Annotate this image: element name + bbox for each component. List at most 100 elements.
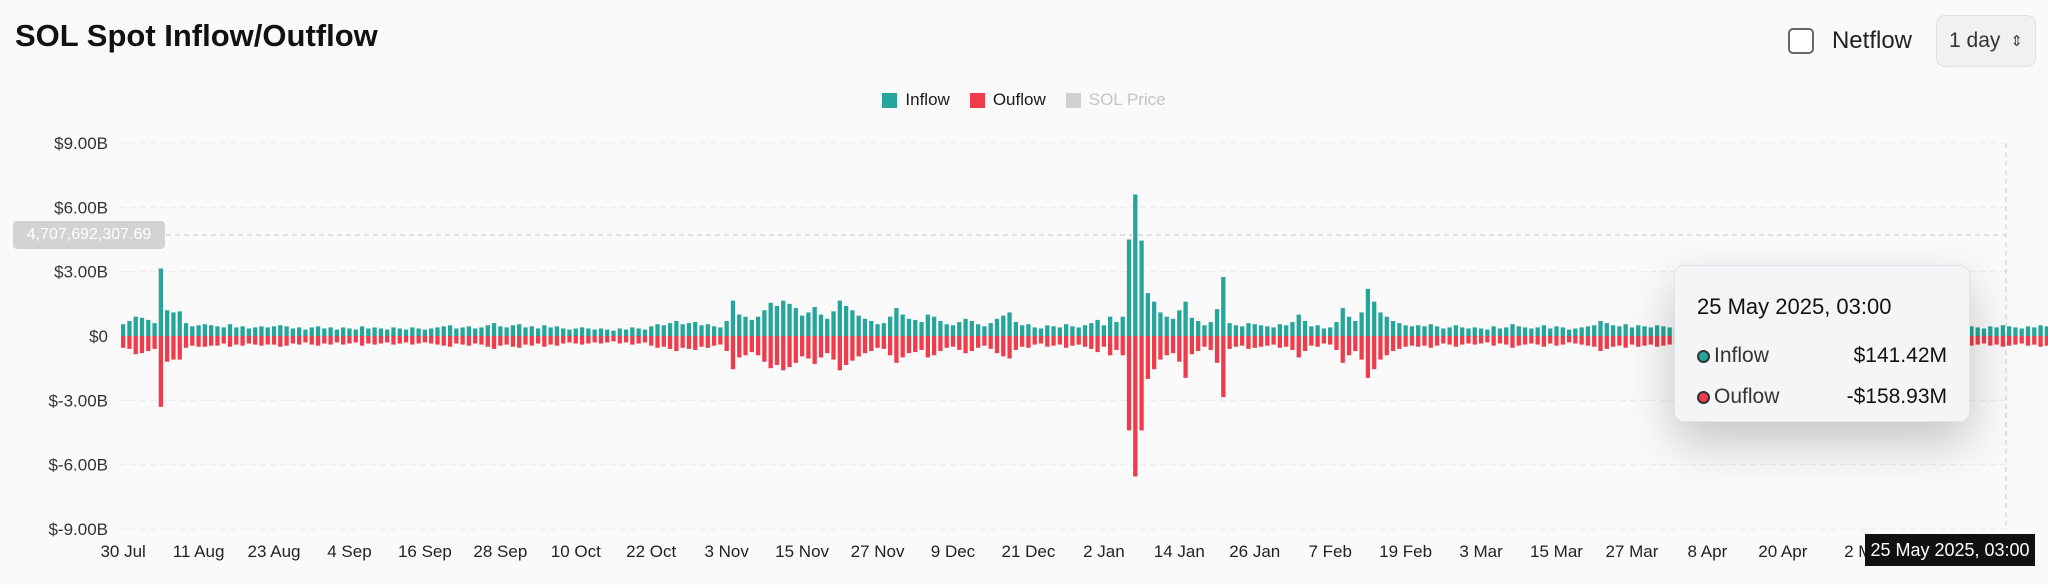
inflow-bar [1258, 325, 1264, 336]
inflow-bar [523, 327, 528, 336]
inflow-bar [1038, 328, 1044, 336]
inflow-bar [309, 327, 314, 336]
outflow-bar [975, 336, 981, 348]
inflow-bar [1472, 327, 1477, 336]
interval-value: 1 day [1949, 29, 2001, 52]
outflow-bar [642, 336, 648, 343]
inflow-bar [347, 328, 352, 336]
legend-item-sol-price[interactable]: SOL Price [1065, 90, 1166, 110]
outflow-bar [265, 336, 270, 345]
inflow-bar [825, 318, 830, 336]
outflow-bar [171, 336, 176, 360]
outflow-bar [843, 336, 849, 365]
inflow-bar [1604, 323, 1609, 336]
outflow-bar [931, 336, 937, 356]
inflow-bar [1302, 320, 1308, 336]
inflow-bar [2019, 328, 2024, 336]
outflow-bar [246, 336, 252, 344]
inflow-bar [171, 312, 176, 336]
outflow-bar [240, 336, 245, 346]
inflow-bar [875, 324, 880, 336]
x-tick-label: 30 Jul [100, 542, 145, 561]
legend-item-inflow[interactable]: Inflow [882, 90, 950, 110]
outflow-bar [1177, 336, 1182, 362]
inflow-bar [730, 300, 736, 336]
inflow-bar [517, 324, 522, 336]
inflow-bar [246, 328, 252, 336]
inflow-bar [152, 323, 157, 336]
outflow-bar [730, 336, 736, 370]
outflow-bar [711, 336, 717, 346]
interval-select[interactable]: 1 day ⇕ [1936, 15, 2036, 67]
outflow-bar [548, 336, 553, 345]
inflow-bar [1221, 277, 1226, 336]
outflow-bar [334, 336, 340, 343]
inflow-bar [718, 327, 723, 336]
inflow-bar [686, 323, 692, 336]
outflow-bar [1384, 336, 1389, 356]
inflow-bar [799, 315, 805, 336]
outflow-bar [1529, 336, 1534, 344]
inflow-bar [454, 328, 459, 336]
outflow-bar [1397, 336, 1402, 349]
outflow-bar [315, 336, 321, 346]
outflow-bar [1516, 336, 1521, 346]
inflow-bar [290, 328, 296, 336]
inflow-bar [1328, 327, 1333, 336]
inflow-bar [2000, 325, 2005, 336]
outflow-bar [127, 336, 132, 349]
y-tick-label: $-3.00B [48, 391, 108, 410]
inflow-bar [1497, 328, 1503, 336]
inflow-bar [1013, 322, 1018, 336]
tooltip-value-outflow: -$158.93M [1846, 385, 1947, 408]
inflow-bar [133, 316, 138, 336]
inflow-bar [812, 307, 817, 336]
outflow-bar [227, 336, 233, 347]
y-tick-label: $3.00B [54, 263, 108, 282]
tooltip-name-inflow: Inflow [1714, 344, 1769, 367]
outflow-bar [1026, 336, 1031, 348]
outflow-bar [781, 336, 786, 371]
outflow-bar [435, 336, 440, 345]
inflow-bar [1598, 320, 1603, 336]
outflow-bar [121, 336, 126, 348]
legend-swatch-inflow [882, 92, 898, 108]
legend-label-inflow: Inflow [905, 90, 950, 109]
outflow-bar [378, 336, 384, 344]
outflow-bar [1453, 336, 1459, 347]
inflow-bar [1453, 325, 1459, 336]
outflow-bar [737, 336, 742, 358]
outflow-bar [1315, 336, 1320, 347]
x-tick-label: 14 Jan [1154, 542, 1205, 561]
x-tick-label: 15 Nov [775, 542, 829, 561]
outflow-bar [1214, 336, 1220, 363]
outflow-bar [818, 336, 824, 358]
outflow-bar [1265, 336, 1270, 346]
outflow-bar [1491, 336, 1496, 346]
outflow-bar [799, 336, 805, 357]
inflow-bar [510, 325, 516, 336]
inflow-bar [366, 328, 371, 336]
netflow-checkbox[interactable] [1787, 28, 1814, 54]
inflow-bar [906, 318, 912, 336]
legend-item-outflow[interactable]: Ouflow [969, 90, 1046, 110]
outflow-bar [1560, 336, 1565, 345]
outflow-bar [1372, 336, 1377, 370]
outflow-bar [146, 336, 151, 352]
y-tick-label: $0 [89, 327, 108, 346]
outflow-bar [1648, 336, 1653, 345]
outflow-bar [1246, 336, 1251, 349]
inflow-bar [724, 320, 729, 336]
inflow-bar [1252, 324, 1257, 336]
outflow-bar [1290, 336, 1295, 350]
outflow-bar [1428, 336, 1433, 348]
inflow-bar [227, 324, 233, 336]
inflow-bar [485, 325, 490, 336]
outflow-bar [416, 336, 421, 344]
outflow-bar [718, 336, 723, 345]
inflow-bar [1466, 328, 1471, 336]
outflow-bar [1573, 336, 1578, 344]
inflow-bar [680, 324, 685, 336]
outflow-bar [1208, 336, 1213, 350]
inflow-bar [234, 327, 239, 336]
